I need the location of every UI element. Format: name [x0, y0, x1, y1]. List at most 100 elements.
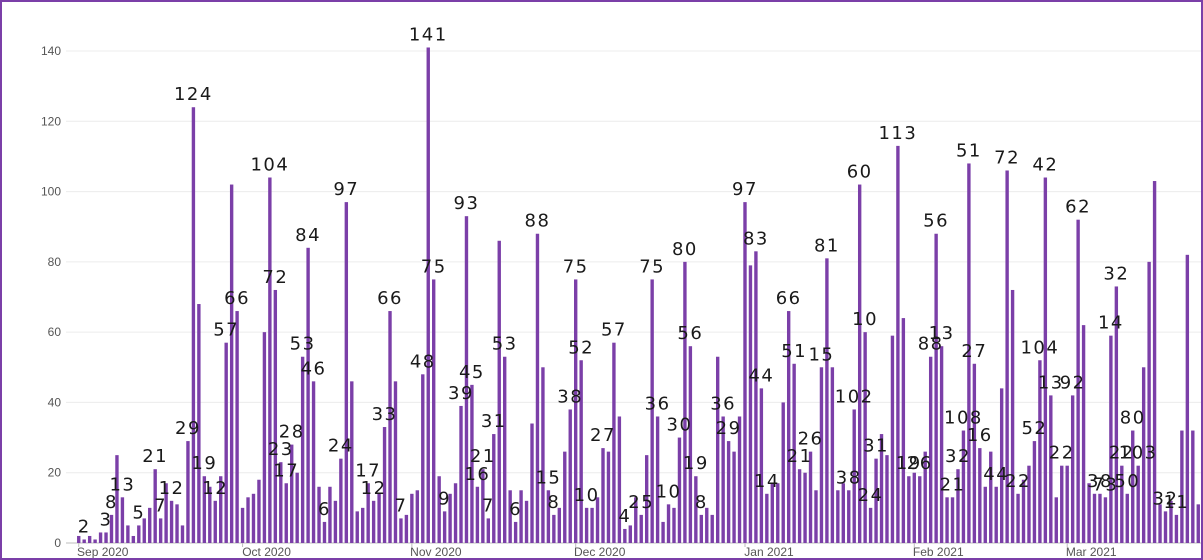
bar — [699, 514, 703, 543]
x-tick-label: Mar 2021 — [1066, 545, 1117, 558]
data-label: 12 — [159, 478, 185, 499]
bar — [399, 518, 403, 543]
bar — [131, 535, 136, 543]
data-label: 2 — [78, 516, 91, 537]
data-label: 14 — [1098, 313, 1124, 334]
bar — [584, 507, 589, 543]
bar — [1169, 500, 1173, 543]
data-label: 56 — [923, 211, 949, 232]
bar — [82, 539, 86, 543]
data-label: 11 — [1163, 492, 1189, 513]
bar — [513, 521, 518, 543]
bar — [841, 483, 845, 543]
bar — [710, 514, 714, 543]
data-label: 44 — [748, 365, 774, 386]
bar — [579, 360, 583, 543]
data-label: 124 — [174, 84, 213, 105]
data-label: 28 — [279, 422, 305, 443]
data-label: 36 — [645, 393, 671, 414]
bar — [1070, 395, 1075, 543]
bar — [666, 504, 671, 543]
bar — [508, 490, 512, 543]
bar — [104, 532, 108, 543]
data-label: 80 — [672, 239, 698, 260]
bar — [770, 483, 774, 543]
bar — [361, 507, 365, 543]
data-label: 57 — [213, 320, 239, 341]
bar — [1038, 360, 1042, 543]
bar — [524, 500, 529, 543]
data-label: 39 — [448, 383, 474, 404]
bar — [574, 279, 578, 543]
bar — [1081, 325, 1086, 543]
bar — [541, 367, 545, 543]
data-label: 73 — [1092, 474, 1118, 495]
bar — [175, 504, 179, 543]
bar — [377, 493, 381, 543]
bar — [229, 184, 234, 544]
bar — [382, 427, 387, 543]
data-label: 66 — [224, 288, 250, 309]
data-label: 38 — [1087, 471, 1113, 492]
bar — [1196, 504, 1200, 543]
bar — [415, 490, 420, 543]
bar — [404, 514, 409, 543]
data-label: 33 — [372, 404, 398, 425]
y-tick-label: 120 — [41, 114, 61, 128]
bar — [950, 497, 955, 543]
bar — [945, 497, 949, 543]
bar — [1010, 289, 1015, 543]
data-label: 81 — [814, 235, 840, 256]
bar — [208, 486, 212, 543]
data-label: 103 — [1119, 443, 1158, 464]
bar — [721, 416, 725, 543]
bar — [120, 497, 125, 543]
data-label: 29 — [175, 418, 201, 439]
bar — [759, 388, 764, 543]
bar — [934, 233, 938, 543]
data-label: 36 — [710, 393, 736, 414]
bar — [137, 525, 141, 543]
bar — [1136, 465, 1140, 543]
bar — [606, 451, 611, 543]
bar — [797, 469, 802, 543]
data-label: 22 — [1005, 471, 1031, 492]
bar — [279, 462, 283, 543]
bar — [617, 416, 622, 543]
x-tick-label: Feb 2021 — [913, 545, 964, 558]
data-label: 93 — [454, 193, 480, 214]
bar — [1163, 511, 1168, 543]
data-label: 52 — [568, 337, 594, 358]
bar — [956, 469, 960, 543]
bar — [333, 500, 338, 543]
bar — [623, 528, 627, 543]
bar — [1120, 465, 1124, 543]
data-label: 31 — [481, 411, 507, 432]
bar — [93, 539, 97, 543]
data-label: 92 — [1060, 372, 1086, 393]
bar — [765, 493, 769, 543]
data-label: 3 — [100, 509, 113, 530]
data-label: 24 — [328, 436, 354, 457]
bar — [421, 374, 425, 543]
data-label: 16 — [464, 464, 490, 485]
x-tick-label: Oct 2020 — [242, 545, 291, 558]
bar — [595, 497, 600, 543]
data-label: 27 — [961, 341, 987, 362]
data-label: 4 — [618, 506, 631, 527]
bar — [158, 518, 163, 543]
data-label: 48 — [410, 351, 436, 372]
bar — [300, 356, 305, 543]
bar — [868, 507, 873, 543]
bar — [311, 381, 316, 543]
bar — [612, 342, 616, 543]
bar — [568, 409, 572, 543]
data-label: 26 — [798, 429, 824, 450]
data-label: 66 — [776, 288, 802, 309]
bar — [918, 476, 922, 543]
data-label: 13 — [109, 474, 135, 495]
bar — [328, 486, 332, 543]
data-label: 8 — [105, 492, 118, 513]
bar — [464, 216, 469, 543]
